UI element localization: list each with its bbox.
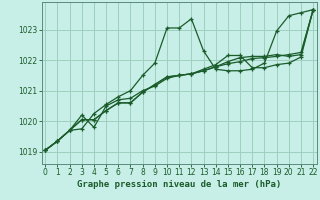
X-axis label: Graphe pression niveau de la mer (hPa): Graphe pression niveau de la mer (hPa) bbox=[77, 180, 281, 189]
